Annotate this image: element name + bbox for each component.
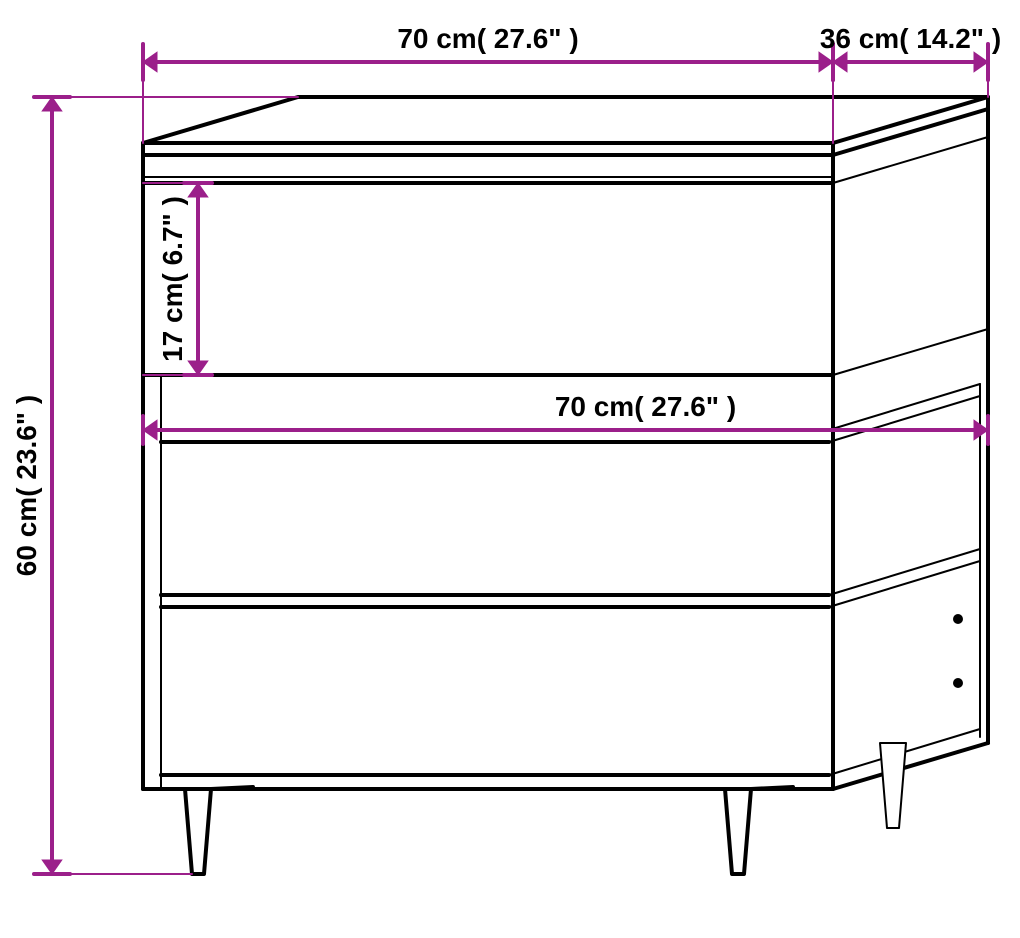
dimension-vertical: 17 cm( 6.7" ) [157, 183, 212, 375]
dimension-label: 60 cm( 23.6" ) [11, 395, 42, 576]
cabinet-drawing [143, 97, 988, 874]
dimension-label: 17 cm( 6.7" ) [157, 196, 188, 362]
dimension-label: 70 cm( 27.6" ) [555, 391, 736, 422]
dimension-vertical: 60 cm( 23.6" ) [11, 97, 70, 874]
dimension-horizontal: 36 cm( 14.2" ) [820, 23, 1001, 80]
dimension-label: 36 cm( 14.2" ) [820, 23, 1001, 54]
dimension-horizontal: 70 cm( 27.6" ) [143, 23, 833, 80]
dimension-label: 70 cm( 27.6" ) [397, 23, 578, 54]
dimension-horizontal: 70 cm( 27.6" ) [143, 391, 988, 444]
